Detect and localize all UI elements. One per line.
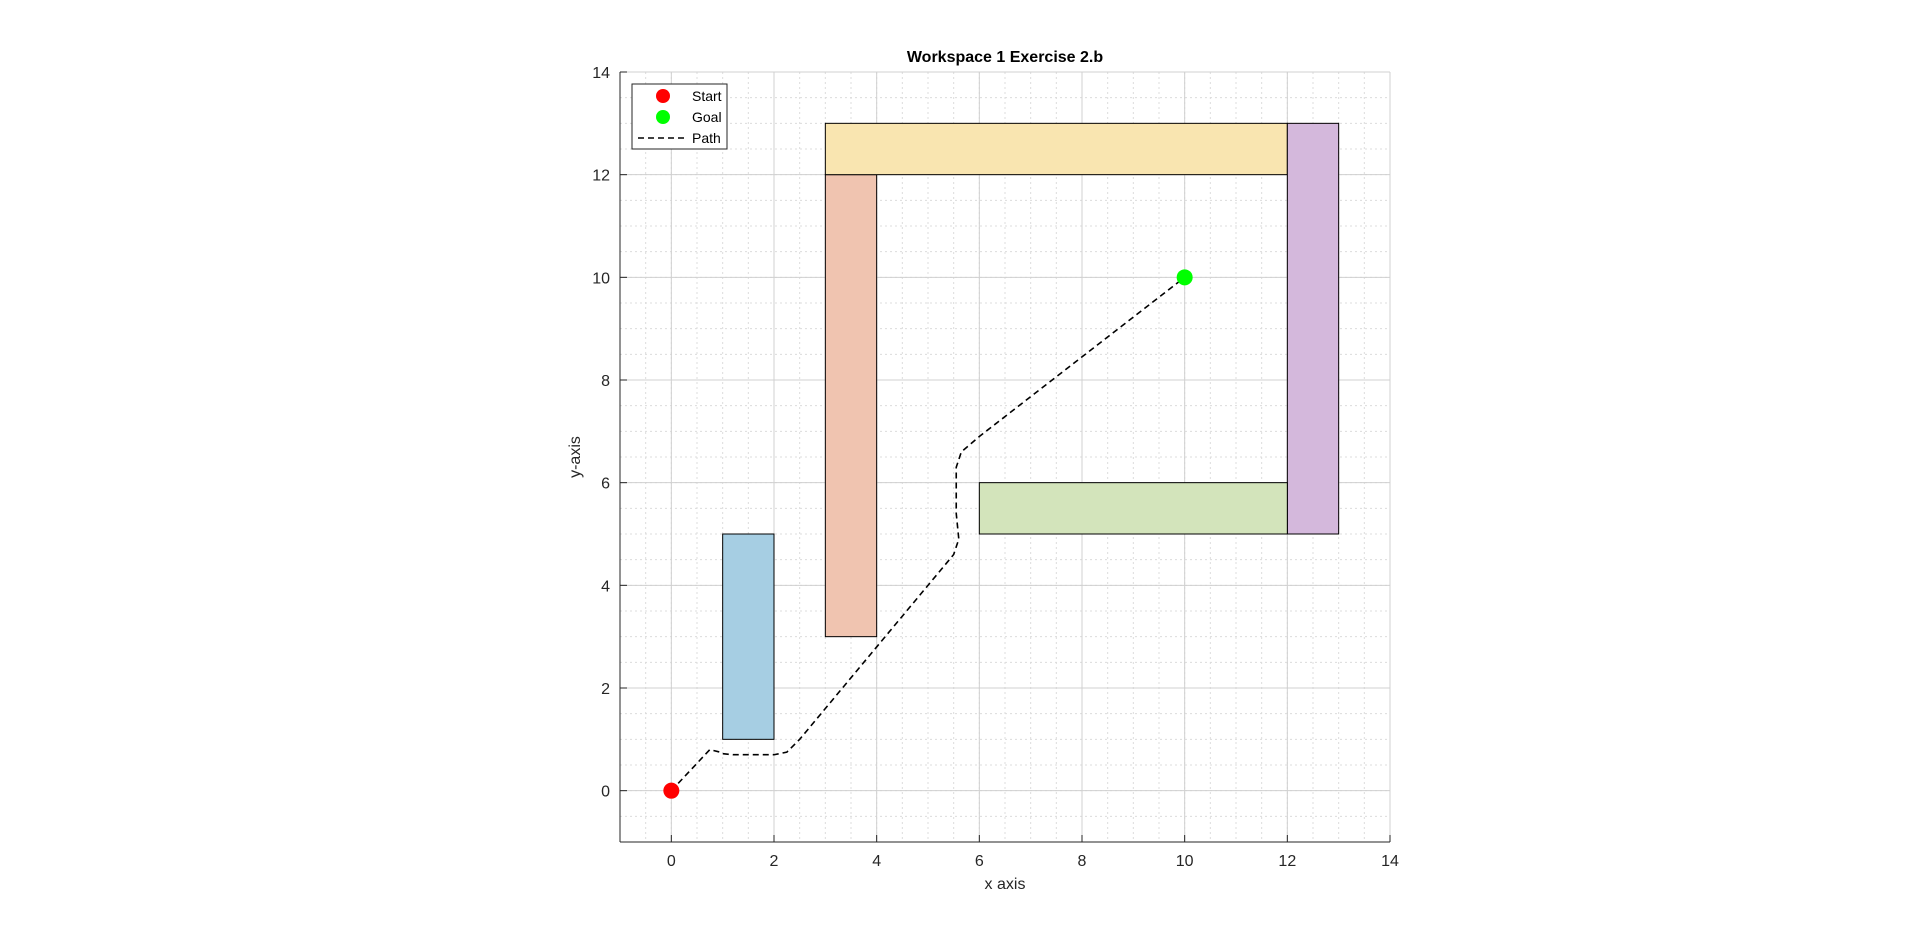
y-tick-label: 2	[601, 681, 610, 698]
path-layer	[670, 276, 1186, 792]
y-axis-label: y-axis	[567, 436, 584, 478]
tick-marks	[620, 71, 1391, 842]
y-tick-label: 0	[601, 784, 610, 801]
y-tick-label: 8	[601, 373, 610, 390]
legend-path-label: Path	[692, 130, 721, 146]
x-tick-label: 12	[1278, 853, 1296, 870]
legend-goal-label: Goal	[692, 109, 722, 125]
x-tick-label: 0	[667, 853, 676, 870]
y-tick-label: 4	[601, 578, 610, 595]
legend-goal-marker	[656, 110, 670, 124]
obstacle-2	[824, 174, 878, 638]
x-tick-label: 10	[1176, 853, 1194, 870]
obstacle-4	[1286, 122, 1340, 535]
x-tick-label: 2	[770, 853, 779, 870]
legend: Start Goal Path	[631, 83, 728, 150]
markers	[663, 269, 1193, 799]
legend-start-label: Start	[692, 88, 722, 104]
obstacle-3	[824, 122, 1288, 176]
goal-marker	[1176, 269, 1193, 286]
x-tick-label: 14	[1381, 853, 1399, 870]
axes	[619, 72, 1390, 843]
y-tick-label: 6	[601, 476, 610, 493]
y-tick-label: 14	[592, 65, 610, 82]
obstacle-1	[722, 533, 775, 740]
x-tick-label: 4	[872, 853, 881, 870]
start-marker	[663, 782, 680, 799]
obstacles	[722, 122, 1340, 740]
tick-labels: 0 2 4 6 8 10 12 14 0 2 4 6 8 10 12 14	[592, 65, 1399, 870]
y-tick-label: 12	[592, 168, 610, 185]
x-tick-label: 8	[1078, 853, 1087, 870]
obstacle-5	[978, 482, 1288, 535]
path-line	[670, 276, 1186, 792]
x-axis-label: x axis	[985, 876, 1026, 893]
chart-title: Workspace 1 Exercise 2.b	[907, 49, 1103, 66]
x-tick-label: 6	[975, 853, 984, 870]
y-tick-label: 10	[592, 270, 610, 287]
legend-start-marker	[656, 89, 670, 103]
